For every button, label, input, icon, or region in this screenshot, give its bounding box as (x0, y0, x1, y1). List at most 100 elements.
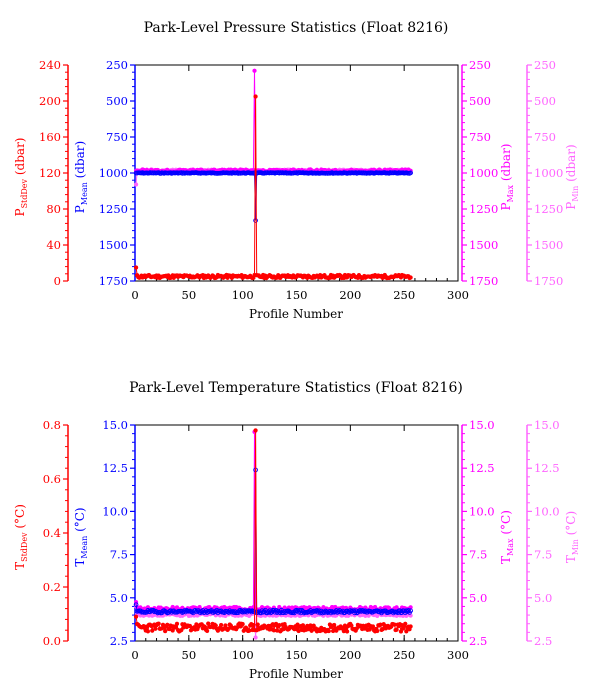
data-point-stddev (408, 624, 413, 629)
y-tick-label-mean: 250 (106, 58, 128, 72)
data-point-stddev (162, 629, 168, 634)
y-tick-label-max: 1250 (469, 202, 498, 216)
x-tick-label: 50 (182, 288, 197, 302)
data-point-mean (365, 609, 370, 615)
data-point-mean (248, 609, 254, 615)
y-tick-label-max: 500 (469, 94, 491, 108)
y-tick-label-max: 250 (469, 58, 491, 72)
x-tick-label: 100 (232, 288, 254, 302)
y-tick-label-max: 1750 (469, 274, 498, 288)
data-point-mean (339, 609, 345, 615)
data-point-mean (154, 609, 159, 615)
data-point-stddev (253, 94, 258, 99)
data-point-mean (408, 608, 413, 614)
data-point-stddev (403, 621, 408, 626)
data-point-mean (167, 609, 172, 614)
y-tick-label-stddev: 200 (39, 94, 61, 108)
data-point-stddev (218, 622, 224, 628)
y-tick-label-max: 15.0 (469, 418, 495, 432)
data-point-mean (239, 608, 244, 614)
y-tick-label-max: 750 (469, 130, 491, 144)
y-tick-label-stddev: 0.8 (43, 418, 61, 432)
y-tick-label-min: 2.5 (534, 634, 552, 648)
data-point-mean (247, 608, 253, 614)
data-point-mean (211, 610, 216, 615)
x-tick-label: 50 (182, 648, 197, 662)
x-tick-label: 200 (339, 288, 361, 302)
data-point-mean (253, 218, 258, 223)
data-point-mean (319, 610, 325, 616)
data-point-max (252, 68, 257, 73)
y-axis-label-mean: PMean (dbar) (73, 141, 89, 213)
y-axis-label-min: TMin (°C) (564, 511, 580, 563)
y-tick-label-stddev: 40 (46, 238, 61, 252)
data-point-stddev (204, 628, 210, 634)
data-point-stddev (223, 623, 228, 628)
data-point-stddev (394, 627, 399, 632)
x-tick-label: 150 (286, 648, 308, 662)
y-tick-label-mean: 15.0 (102, 418, 128, 432)
y-tick-label-mean: 2.5 (110, 634, 128, 648)
data-point-mean (361, 609, 367, 615)
y-tick-label-min: 1000 (534, 166, 563, 180)
chart-title: Park-Level Temperature Statistics (Float… (129, 380, 463, 396)
y-axis-label-mean: TMean (°C) (73, 507, 89, 566)
data-point-mean (278, 610, 283, 616)
data-point-stddev (344, 629, 350, 634)
y-tick-label-mean: 5.0 (110, 591, 128, 605)
y-tick-label-mean: 1500 (99, 238, 128, 252)
data-point-mean (163, 609, 169, 615)
x-tick-label: 150 (286, 288, 308, 302)
y-tick-label-mean: 12.5 (102, 461, 128, 475)
y-tick-label-min: 1750 (534, 274, 563, 288)
y-tick-label-mean: 750 (106, 130, 128, 144)
y-tick-label-max: 12.5 (469, 461, 495, 475)
y-tick-label-mean: 500 (106, 94, 128, 108)
data-point-mean (353, 170, 359, 175)
data-point-stddev (156, 621, 161, 626)
y-tick-label-mean: 1750 (99, 274, 128, 288)
y-tick-label-stddev: 80 (46, 202, 61, 216)
y-tick-label-stddev: 160 (39, 130, 61, 144)
y-tick-label-stddev: 0.2 (43, 580, 61, 594)
y-axis-label-max: PMax (dbar) (499, 144, 515, 211)
data-point-mean (231, 610, 237, 616)
x-tick-label: 100 (232, 648, 254, 662)
y-tick-label-min: 12.5 (534, 461, 560, 475)
y-tick-label-max: 1000 (469, 166, 498, 180)
data-point-stddev (240, 621, 245, 627)
data-point-mean (229, 171, 235, 176)
data-point-mean (357, 608, 363, 613)
y-axis-label-stddev: TStdDev (°C) (13, 504, 29, 570)
y-tick-label-stddev: 0 (54, 274, 61, 288)
y-tick-label-min: 10.0 (534, 504, 560, 518)
x-tick-label: 250 (393, 288, 415, 302)
data-point-stddev (253, 428, 258, 433)
y-tick-label-stddev: 0.4 (43, 526, 61, 540)
data-point-stddev (255, 622, 260, 627)
data-point-stddev (133, 265, 139, 270)
series-line-max (135, 70, 411, 174)
data-point-min (133, 182, 139, 187)
y-tick-label-min: 7.5 (534, 548, 552, 562)
y-axis-label-max: TMax (°C) (499, 510, 515, 564)
data-point-mean (408, 170, 413, 176)
data-point-stddev (326, 628, 331, 634)
data-point-stddev (398, 629, 404, 634)
y-tick-label-min: 15.0 (534, 418, 560, 432)
y-tick-label-min: 250 (534, 58, 556, 72)
y-tick-label-stddev: 240 (39, 58, 61, 72)
y-tick-label-max: 10.0 (469, 504, 495, 518)
y-axis-label-stddev: PStdDev (dbar) (13, 138, 29, 217)
x-tick-label: 200 (339, 648, 361, 662)
series-line-max (135, 431, 411, 613)
y-tick-label-max: 1500 (469, 238, 498, 252)
data-point-stddev (170, 628, 175, 633)
chart-1: Park-Level Temperature Statistics (Float… (13, 380, 580, 681)
data-point-stddev (375, 628, 380, 634)
data-point-stddev (150, 628, 155, 633)
data-point-mean (282, 609, 288, 614)
series-line-mean (136, 172, 411, 221)
x-tick-label: 300 (447, 288, 469, 302)
chart-title: Park-Level Pressure Statistics (Float 82… (144, 20, 449, 36)
